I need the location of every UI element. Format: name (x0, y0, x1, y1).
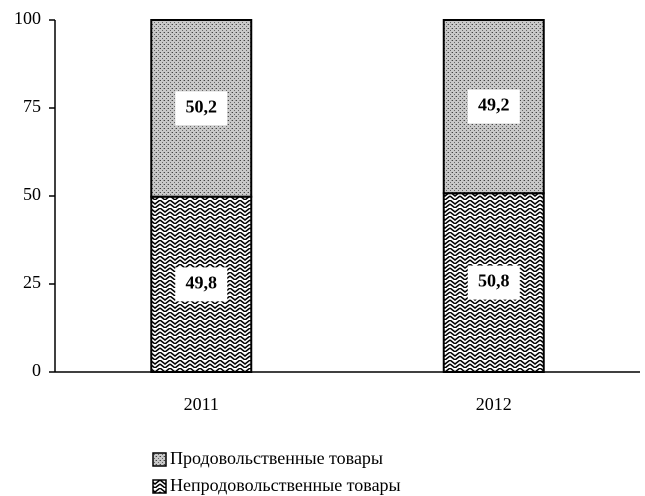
y-tick-label: 100 (14, 8, 41, 28)
value-label: 49,8 (186, 272, 218, 292)
value-label-box (467, 89, 520, 124)
legend-label: Непродовольственные товары (170, 475, 401, 495)
x-tick-label: 2011 (184, 394, 219, 414)
legend-swatch (152, 479, 167, 494)
value-label-box (175, 267, 228, 302)
value-label-box (175, 91, 228, 126)
x-tick-label: 2012 (476, 394, 512, 414)
value-label: 49,2 (478, 95, 510, 115)
y-tick-label: 75 (23, 96, 41, 116)
value-label: 50,8 (478, 271, 510, 291)
y-tick-label: 25 (23, 272, 41, 292)
value-label-box (467, 265, 520, 300)
y-tick-label: 50 (23, 184, 41, 204)
y-tick-label: 0 (32, 360, 41, 380)
legend-label: Продовольственные товары (170, 448, 383, 468)
legend-swatch (152, 452, 167, 467)
value-label: 50,2 (186, 96, 218, 116)
